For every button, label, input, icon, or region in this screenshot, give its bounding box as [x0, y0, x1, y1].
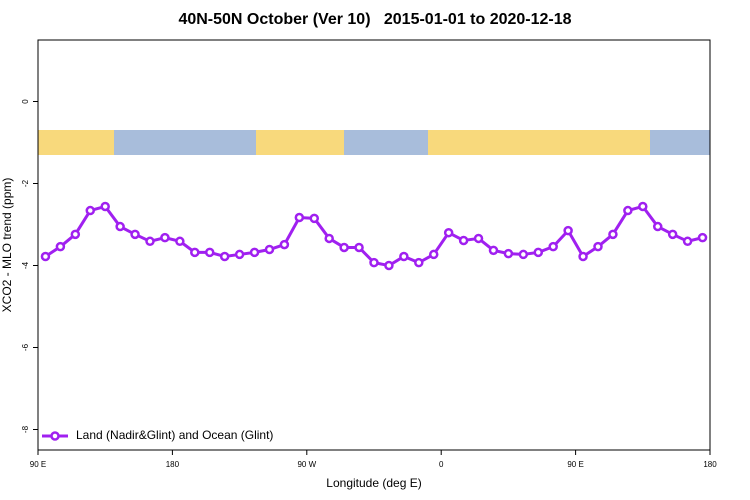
land [38, 130, 114, 155]
point [354, 242, 364, 253]
point [533, 247, 544, 258]
series-line [44, 204, 703, 268]
point [234, 249, 245, 260]
x-tick-label: 180 [703, 460, 717, 469]
map-strip [38, 130, 710, 155]
point [488, 245, 499, 256]
point [115, 221, 125, 232]
y-tick-label: -8 [21, 425, 30, 433]
point [682, 236, 693, 247]
point [667, 229, 678, 240]
point [130, 229, 140, 240]
chart-title: 40N-50N October (Ver 10) 2015-01-01 to 2… [178, 11, 571, 28]
y-axis-label: XCO2 - MLO trend (ppm) [0, 178, 14, 313]
point [55, 241, 66, 252]
point [563, 225, 573, 236]
point [70, 229, 81, 240]
land [428, 130, 650, 155]
x-axis-label: Longitude (deg E) [326, 476, 421, 490]
point [369, 257, 379, 268]
point [638, 201, 648, 212]
plot-frame [37, 39, 711, 451]
point [324, 233, 334, 244]
y-tick-label: -6 [21, 343, 30, 351]
point [85, 205, 96, 216]
point [190, 247, 200, 258]
point [414, 257, 424, 268]
point [608, 229, 618, 240]
point [623, 205, 633, 216]
point [175, 236, 185, 247]
y-tick-label: -4 [21, 261, 30, 269]
point [264, 244, 275, 255]
point [697, 232, 708, 243]
point [503, 248, 514, 259]
point [399, 251, 409, 262]
point [548, 241, 558, 252]
point [652, 221, 663, 232]
point [100, 201, 110, 212]
legend-label: Land (Nadir&Glint) and Ocean (Glint) [76, 428, 273, 442]
point [518, 249, 529, 260]
point [160, 232, 170, 243]
point [443, 227, 454, 238]
x-tick-label: 180 [166, 460, 180, 469]
point [249, 247, 260, 258]
point [294, 212, 305, 223]
point [339, 242, 349, 253]
y-tick-label: 0 [21, 99, 30, 104]
land [256, 130, 344, 155]
legend-marker [50, 431, 60, 441]
x-tick-label: 90 W [297, 460, 316, 469]
y-tick-label: -2 [21, 179, 30, 187]
point [40, 251, 51, 262]
point [578, 251, 588, 262]
point [145, 236, 155, 247]
x-tick-label: 0 [439, 460, 444, 469]
x-tick-label: 90 E [567, 460, 583, 469]
point [279, 239, 290, 250]
point [593, 241, 603, 252]
point [428, 249, 439, 260]
point [204, 247, 215, 258]
point [219, 251, 230, 262]
point [458, 235, 469, 246]
point [473, 233, 484, 244]
x-tick-label: 90 E [30, 460, 46, 469]
point [309, 213, 320, 224]
point [384, 260, 394, 271]
